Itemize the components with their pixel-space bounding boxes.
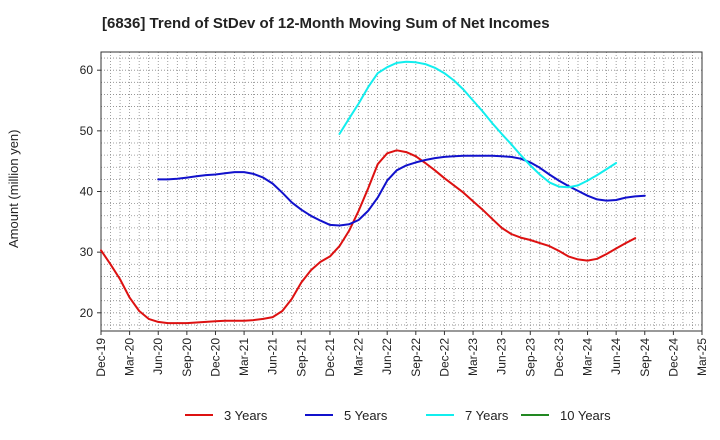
x-tick-label: Dec-22	[437, 338, 451, 377]
x-tick-label: Mar-22	[352, 338, 366, 376]
x-tick-label: Jun-23	[495, 338, 509, 375]
x-tick-label: Dec-23	[552, 338, 566, 377]
x-tick-label: Sep-24	[638, 338, 652, 377]
series-line-5-years	[157, 154, 646, 227]
x-tick-label: Sep-20	[180, 338, 194, 377]
y-tick-label: 30	[80, 245, 94, 259]
x-tick-label: Mar-23	[466, 338, 480, 376]
legend-label: 3 Years	[224, 408, 268, 423]
x-tick-label: Sep-22	[409, 338, 423, 377]
x-tick-label: Dec-19	[94, 338, 108, 377]
y-tick-label: 20	[80, 306, 94, 320]
x-tick-label: Dec-24	[666, 338, 680, 377]
x-tick-label: Jun-20	[151, 338, 165, 375]
chart-title: [6836] Trend of StDev of 12-Month Moving…	[102, 15, 550, 32]
x-tick-label: Sep-21	[294, 338, 308, 377]
x-tick-label: Mar-24	[581, 338, 595, 376]
y-tick-label: 50	[80, 124, 94, 138]
x-tick-label: Mar-25	[695, 338, 709, 376]
x-tick-label: Sep-23	[523, 338, 537, 377]
x-tick-label: Mar-20	[123, 338, 137, 376]
x-tick-label: Jun-22	[380, 338, 394, 375]
x-tick-label: Jun-21	[266, 338, 280, 375]
x-tick-label: Jun-24	[609, 338, 623, 375]
series-line-3-years	[100, 149, 637, 325]
series-line-7-years	[338, 60, 618, 189]
legend-label: 5 Years	[344, 408, 388, 423]
x-tick-label: Dec-21	[323, 338, 337, 377]
legend-label: 7 Years	[465, 408, 509, 423]
x-tick-label: Dec-20	[208, 338, 222, 377]
legend-label: 10 Years	[560, 408, 611, 423]
x-tick-label: Mar-21	[237, 338, 251, 376]
y-tick-label: 60	[80, 63, 94, 77]
y-tick-label: 40	[80, 185, 94, 199]
